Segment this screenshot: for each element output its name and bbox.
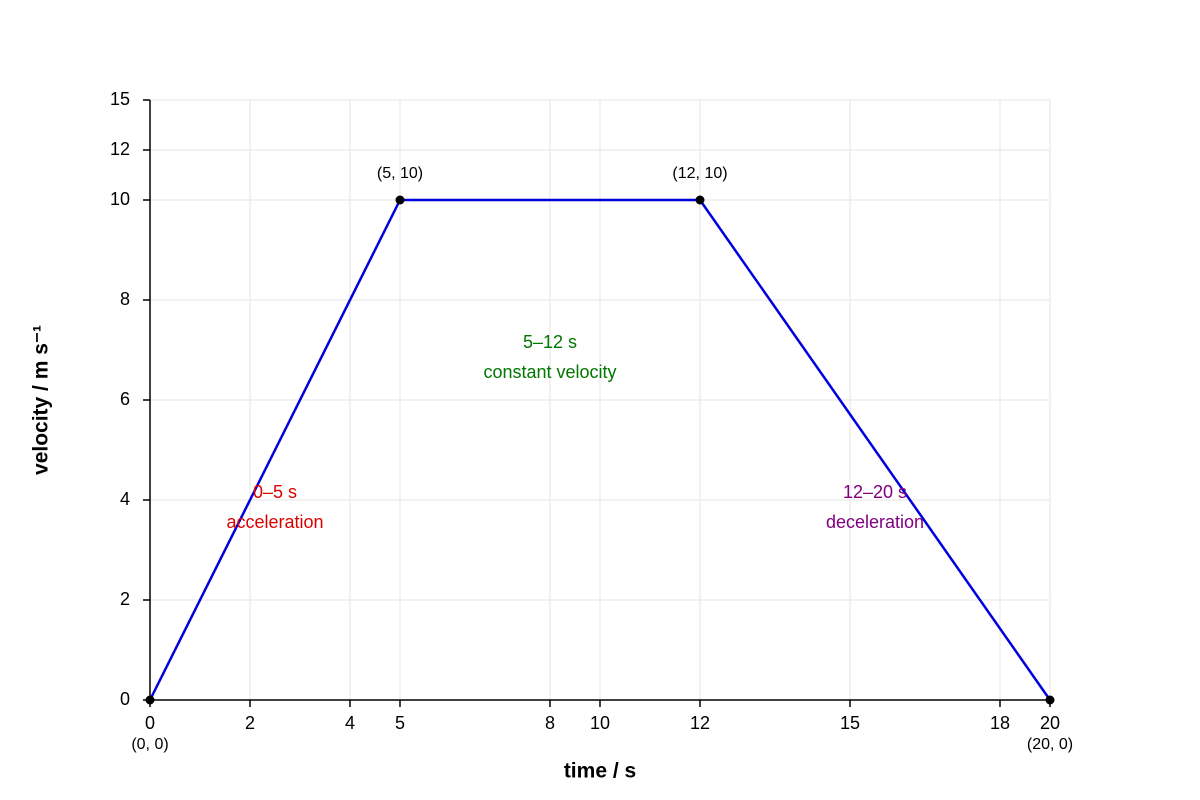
x-tick-label: 20 — [1040, 713, 1060, 733]
y-tick-label: 15 — [110, 89, 130, 109]
data-point — [395, 195, 405, 205]
y-tick-label: 8 — [120, 289, 130, 309]
data-point — [145, 695, 155, 705]
point-label: (12, 10) — [672, 165, 727, 182]
point-label: (0, 0) — [131, 736, 168, 753]
annotation: constant velocity — [483, 362, 616, 382]
y-tick-label: 10 — [110, 189, 130, 209]
point-label: (20, 0) — [1027, 736, 1073, 753]
x-tick-label: 8 — [545, 713, 555, 733]
y-tick-label: 4 — [120, 489, 130, 509]
annotation: deceleration — [826, 512, 924, 532]
x-tick-label: 5 — [395, 713, 405, 733]
y-tick-label: 12 — [110, 139, 130, 159]
x-tick-label: 4 — [345, 713, 355, 733]
data-point — [695, 195, 705, 205]
data-point — [1045, 695, 1055, 705]
x-tick-label: 12 — [690, 713, 710, 733]
x-tick-label: 2 — [245, 713, 255, 733]
annotation: 12–20 s — [843, 482, 907, 502]
annotation: acceleration — [226, 512, 323, 532]
y-tick-label: 0 — [120, 689, 130, 709]
annotation: 0–5 s — [253, 482, 297, 502]
x-tick-label: 15 — [840, 713, 860, 733]
annotation: 5–12 s — [523, 332, 577, 352]
x-axis-title: time / s — [564, 760, 636, 783]
x-tick-label: 18 — [990, 713, 1010, 733]
y-axis-title: velocity / m s⁻¹ — [30, 325, 53, 475]
x-tick-label: 0 — [145, 713, 155, 733]
x-tick-label: 10 — [590, 713, 610, 733]
y-tick-label: 6 — [120, 389, 130, 409]
data-line — [148, 198, 1052, 701]
point-label: (5, 10) — [377, 165, 423, 182]
y-tick-label: 2 — [120, 589, 130, 609]
